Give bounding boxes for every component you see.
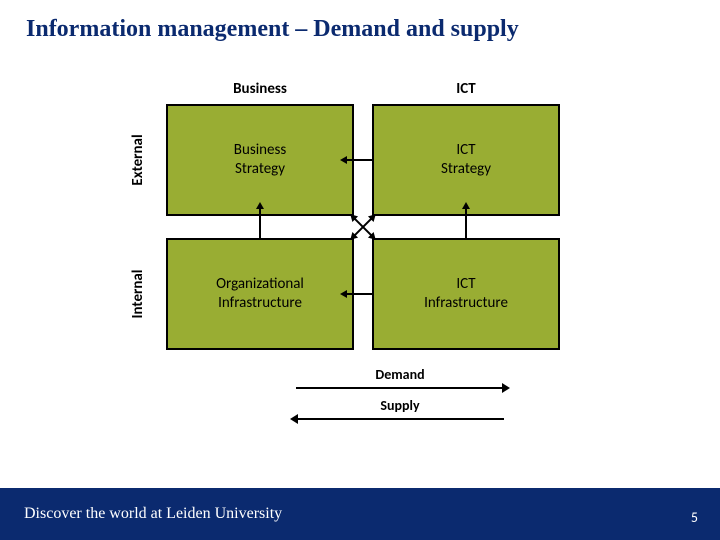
column-headers: Business ICT: [166, 80, 560, 104]
page-number: 5: [691, 509, 698, 526]
col-header-business: Business: [166, 80, 354, 104]
supply-arrow: [296, 418, 504, 420]
footer: Discover the world at Leiden University …: [0, 488, 720, 540]
row-label-external: External: [129, 132, 147, 188]
col-header-ict: ICT: [372, 80, 560, 104]
demand-arrow: [296, 387, 504, 389]
cell-business-strategy: Business Strategy: [166, 104, 354, 216]
demand-supply: Demand Supply: [280, 364, 520, 424]
supply-label: Supply: [280, 397, 520, 414]
row-external: External Business Strategy ICT Strategy: [110, 104, 560, 216]
cell-org-infrastructure: Organizational Infrastructure: [166, 238, 354, 350]
cell-ict-strategy: ICT Strategy: [372, 104, 560, 216]
demand-label: Demand: [280, 366, 520, 383]
sam-diagram: Business ICT External Business Strategy …: [110, 80, 560, 350]
row-label-internal: Internal: [129, 266, 147, 322]
harrow-bottom: [354, 238, 372, 350]
row-internal: Internal Organizational Infrastructure I…: [110, 238, 560, 350]
gap-row: [166, 216, 560, 238]
page-title: Information management – Demand and supp…: [26, 16, 519, 43]
footer-text: Discover the world at Leiden University: [24, 505, 282, 523]
cell-ict-infrastructure: ICT Infrastructure: [372, 238, 560, 350]
harrow-top: [354, 104, 372, 216]
